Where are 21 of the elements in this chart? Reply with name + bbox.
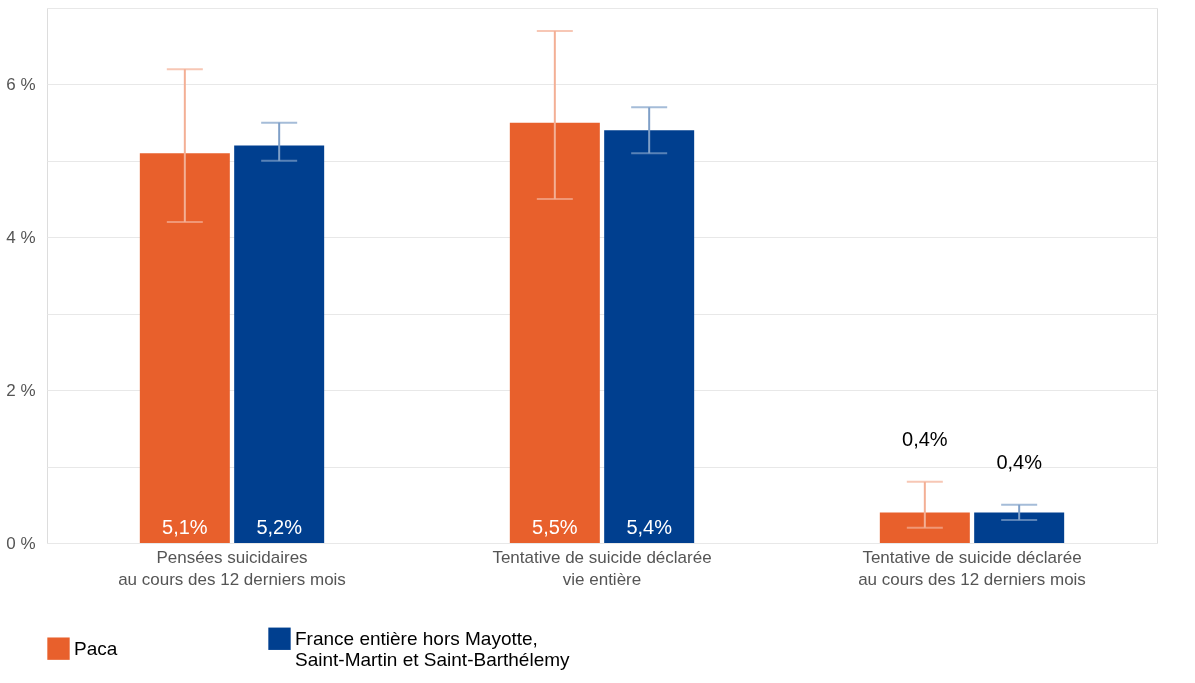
y-tick-label: 6 % <box>6 74 36 94</box>
data-label: 0,4% <box>996 450 1043 473</box>
data-label: 5,1% <box>162 515 208 538</box>
data-label: 5,4% <box>626 515 673 538</box>
bar <box>974 512 1065 543</box>
bar <box>139 153 230 543</box>
data-label: 5,5% <box>532 515 578 538</box>
x-tick-label: Pensées suicidaires au cours des 12 derniers mois <box>118 547 346 589</box>
legend-label: Paca <box>74 637 118 659</box>
x-tick-label: Tentative de suicide déclarée vie entière <box>492 547 712 589</box>
bar <box>604 130 695 543</box>
data-label: 5,2% <box>256 515 303 538</box>
legend-label: France entière hors Mayotte, Saint-Martin et Saint-Barthélemy <box>295 627 571 670</box>
y-tick-label: 2 % <box>6 380 36 400</box>
bar <box>234 145 325 543</box>
bar <box>509 122 600 543</box>
y-tick-label: 0 % <box>6 533 36 553</box>
y-tick-label: 4 % <box>6 227 36 247</box>
data-label: 0,4% <box>902 427 948 450</box>
x-tick-label: Tentative de suicide déclarée au cours des 12 derniers mois <box>858 547 1086 589</box>
bar <box>879 512 970 543</box>
